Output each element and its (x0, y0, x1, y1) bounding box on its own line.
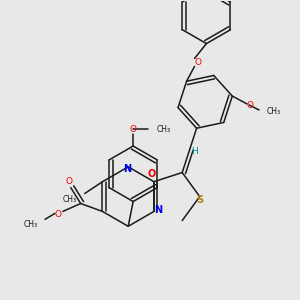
Text: O: O (54, 210, 61, 219)
Text: S: S (196, 194, 203, 205)
Text: O: O (194, 58, 201, 67)
Text: N: N (123, 164, 131, 174)
Text: O: O (148, 169, 156, 179)
Text: O: O (130, 125, 137, 134)
Text: O: O (65, 177, 72, 186)
Text: H: H (191, 147, 198, 156)
Text: N: N (154, 206, 162, 215)
Text: O: O (247, 101, 254, 110)
Text: CH₃: CH₃ (157, 125, 171, 134)
Text: CH₃: CH₃ (267, 107, 281, 116)
Text: CH₃: CH₃ (24, 220, 38, 229)
Text: CH₃: CH₃ (63, 195, 77, 204)
